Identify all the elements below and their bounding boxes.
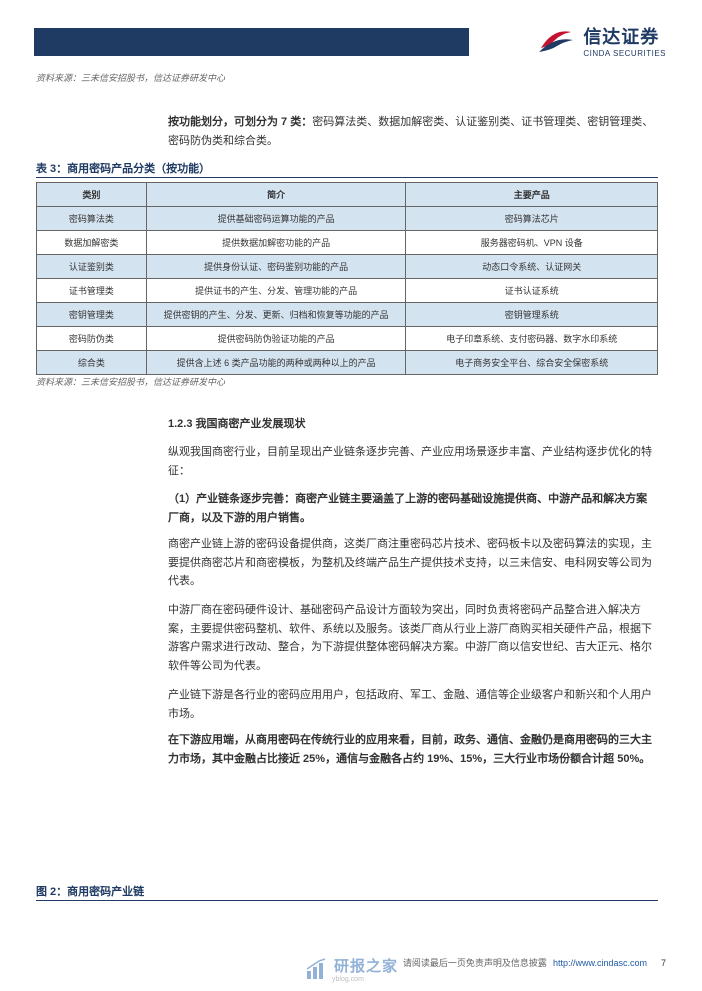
table-header-row: 类别 简介 主要产品	[37, 183, 658, 207]
table-row: 证书管理类提供证书的产生、分发、管理功能的产品证书认证系统	[37, 279, 658, 303]
paragraph: 产业链下游是各行业的密码应用用户，包括政府、军工、金融、通信等企业级客户和新兴和…	[168, 686, 658, 723]
company-logo: 信达证券 CINDA SECURITIES	[533, 18, 666, 62]
table-cell: 密码算法芯片	[406, 207, 658, 231]
logo-en-text: CINDA SECURITIES	[583, 49, 666, 58]
figure-title-underline	[36, 900, 658, 901]
paragraph-bold: （1）产业链条逐步完善：商密产业链主要涵盖了上游的密码基础设施提供商、中游产品和…	[168, 490, 658, 527]
col-header: 主要产品	[406, 183, 658, 207]
table-cell: 提供密钥的产生、分发、更新、归档和恢复等功能的产品	[146, 303, 406, 327]
figure-2-title: 图 2：商用密码产业链	[36, 883, 144, 899]
table-row: 数据加解密类提供数据加解密功能的产品服务器密码机、VPN 设备	[37, 231, 658, 255]
table-row: 认证鉴别类提供身份认证、密码鉴别功能的产品动态口令系统、认证网关	[37, 255, 658, 279]
table-row: 密码防伪类提供密码防伪验证功能的产品电子印章系统、支付密码器、数字水印系统	[37, 327, 658, 351]
table-title-underline	[36, 177, 658, 178]
table-cell: 提供证书的产生、分发、管理功能的产品	[146, 279, 406, 303]
watermark: 研报之家 yblog.com	[304, 955, 398, 983]
watermark-sub: yblog.com	[332, 976, 398, 983]
page-number: 7	[661, 958, 666, 968]
table-cell: 动态口令系统、认证网关	[406, 255, 658, 279]
table-cell: 提供身份认证、密码鉴别功能的产品	[146, 255, 406, 279]
header-bar	[34, 28, 469, 56]
col-header: 类别	[37, 183, 147, 207]
logo-cn-text: 信达证券	[583, 23, 666, 49]
table-cell: 密码算法类	[37, 207, 147, 231]
page-footer: 请阅读最后一页免责声明及信息披露 http://www.cindasc.com …	[403, 956, 666, 969]
watermark-bars-icon	[304, 957, 328, 981]
paragraph: 商密产业链上游的密码设备提供商，这类厂商注重密码芯片技术、密码板卡以及密码算法的…	[168, 535, 658, 591]
col-header: 简介	[146, 183, 406, 207]
table-row: 综合类提供含上述 6 类产品功能的两种或两种以上的产品电子商务安全平台、综合安全…	[37, 351, 658, 375]
paragraph: 纵观我国商密行业，目前呈现出产业链条逐步完善、产业应用场景逐步丰富、产业结构逐步…	[168, 443, 658, 480]
table-cell: 证书认证系统	[406, 279, 658, 303]
paragraph: 中游厂商在密码硬件设计、基础密码产品设计方面较为突出，同时负责将密码产品整合进入…	[168, 601, 658, 676]
watermark-main: 研报之家	[334, 955, 398, 976]
table-cell: 电子商务安全平台、综合安全保密系统	[406, 351, 658, 375]
table-row: 密码算法类提供基础密码运算功能的产品密码算法芯片	[37, 207, 658, 231]
intro-paragraph: 按功能划分，可划分为 7 类：密码算法类、数据加解密类、认证鉴别类、证书管理类、…	[168, 113, 658, 150]
footer-disclaimer: 请阅读最后一页免责声明及信息披露	[403, 956, 547, 969]
cinda-swirl-icon	[533, 18, 577, 62]
section-heading-123: 1.2.3 我国商密产业发展现状	[168, 415, 306, 431]
source-note-2: 资料来源：三未信安招股书，信达证券研发中心	[36, 375, 225, 388]
product-category-table: 类别 简介 主要产品 密码算法类提供基础密码运算功能的产品密码算法芯片数据加解密…	[36, 182, 658, 375]
table-cell: 提供密码防伪验证功能的产品	[146, 327, 406, 351]
table-cell: 综合类	[37, 351, 147, 375]
table-cell: 提供基础密码运算功能的产品	[146, 207, 406, 231]
table-3-title: 表 3：商用密码产品分类（按功能）	[36, 160, 210, 176]
intro-bold: 按功能划分，可划分为 7 类：	[168, 116, 312, 128]
table-cell: 密钥管理类	[37, 303, 147, 327]
table-cell: 密钥管理系统	[406, 303, 658, 327]
table-cell: 数据加解密类	[37, 231, 147, 255]
table-cell: 认证鉴别类	[37, 255, 147, 279]
table-cell: 证书管理类	[37, 279, 147, 303]
table-cell: 提供含上述 6 类产品功能的两种或两种以上的产品	[146, 351, 406, 375]
table-cell: 电子印章系统、支付密码器、数字水印系统	[406, 327, 658, 351]
table-cell: 提供数据加解密功能的产品	[146, 231, 406, 255]
footer-link[interactable]: http://www.cindasc.com	[553, 958, 647, 968]
table-cell: 密码防伪类	[37, 327, 147, 351]
paragraph-bold: 在下游应用端，从商用密码在传统行业的应用来看，目前，政务、通信、金融仍是商用密码…	[168, 731, 658, 768]
source-note-1: 资料来源：三未信安招股书，信达证券研发中心	[36, 71, 225, 84]
table-cell: 服务器密码机、VPN 设备	[406, 231, 658, 255]
table-row: 密钥管理类提供密钥的产生、分发、更新、归档和恢复等功能的产品密钥管理系统	[37, 303, 658, 327]
